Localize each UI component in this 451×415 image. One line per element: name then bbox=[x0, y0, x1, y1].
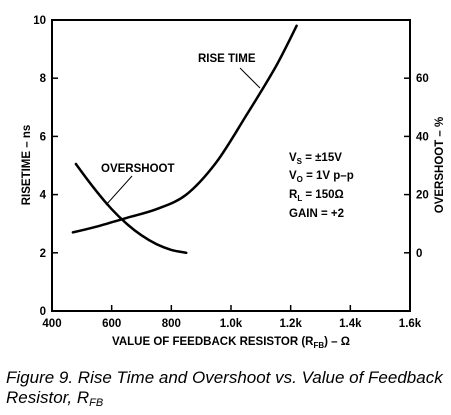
chart: 400 600 800 1.0k 1.2k 1.4k 1.6k02468100204060 … bbox=[21, 15, 446, 350]
x-tick-label: 1.0k bbox=[220, 318, 243, 330]
y-left-tick-label: 4 bbox=[40, 190, 47, 202]
x-tick-label: 600 bbox=[102, 318, 121, 330]
y-right-tick-label: 60 bbox=[416, 73, 429, 85]
y-right-tick-label: 20 bbox=[416, 190, 429, 202]
overshoot-curve bbox=[74, 162, 188, 255]
y-left-axis-label: RISETIME – ns bbox=[21, 125, 33, 206]
x-axis-label-main: VALUE OF FEEDBACK RESISTOR (R bbox=[112, 336, 314, 348]
x-axis-label: VALUE OF FEEDBACK RESISTOR (RFB) – Ω bbox=[112, 336, 350, 350]
y-right-tick-label: 40 bbox=[416, 131, 429, 143]
x-tick-label: 400 bbox=[42, 318, 61, 330]
x-axis-label-sub: FB bbox=[313, 341, 324, 350]
caption-text: Figure 9. Rise Time and Overshoot vs. Va… bbox=[6, 368, 443, 407]
y-left-tick-label: 10 bbox=[33, 15, 46, 27]
y-left-tick-label: 0 bbox=[40, 306, 46, 318]
x-axis-label-tail: ) – Ω bbox=[324, 336, 350, 348]
rise-time-leader bbox=[239, 67, 261, 89]
y-left-tick-label: 2 bbox=[40, 248, 46, 260]
x-tick-label: 1.4k bbox=[339, 318, 362, 330]
rise-time-curve bbox=[71, 24, 298, 234]
overshoot-label: OVERSHOOT bbox=[101, 163, 174, 175]
y-right-tick-label: 0 bbox=[416, 248, 422, 260]
conditions-block: VS = ±15V VO = 1V p–p RL = 150Ω GAIN = +… bbox=[289, 152, 354, 220]
y-left-tick-label: 8 bbox=[40, 73, 47, 85]
rise-time-label: RISE TIME bbox=[198, 53, 256, 65]
caption-subscript: FB bbox=[89, 397, 104, 409]
overshoot-leader bbox=[105, 175, 133, 206]
condition-vo: VO = 1V p–p bbox=[289, 170, 354, 184]
axis-ticks: 400 600 800 1.0k 1.2k 1.4k 1.6k 0 2 4 6 8 10 0 20 40 60 bbox=[33, 15, 429, 330]
y-left-tick-label: 6 bbox=[40, 131, 46, 143]
condition-gain: GAIN = +2 bbox=[289, 208, 344, 220]
series-group bbox=[71, 24, 298, 255]
x-tick-label: 1.6k bbox=[399, 318, 422, 330]
figure-caption: Figure 9. Rise Time and Overshoot vs. Va… bbox=[6, 368, 446, 413]
y-right-axis-label: OVERSHOOT – % bbox=[434, 117, 446, 214]
x-tick-label: 1.2k bbox=[279, 318, 302, 330]
x-tick-label: 800 bbox=[162, 318, 181, 330]
condition-vs: VS = ±15V bbox=[289, 152, 342, 166]
condition-rl: RL = 150Ω bbox=[289, 189, 344, 203]
